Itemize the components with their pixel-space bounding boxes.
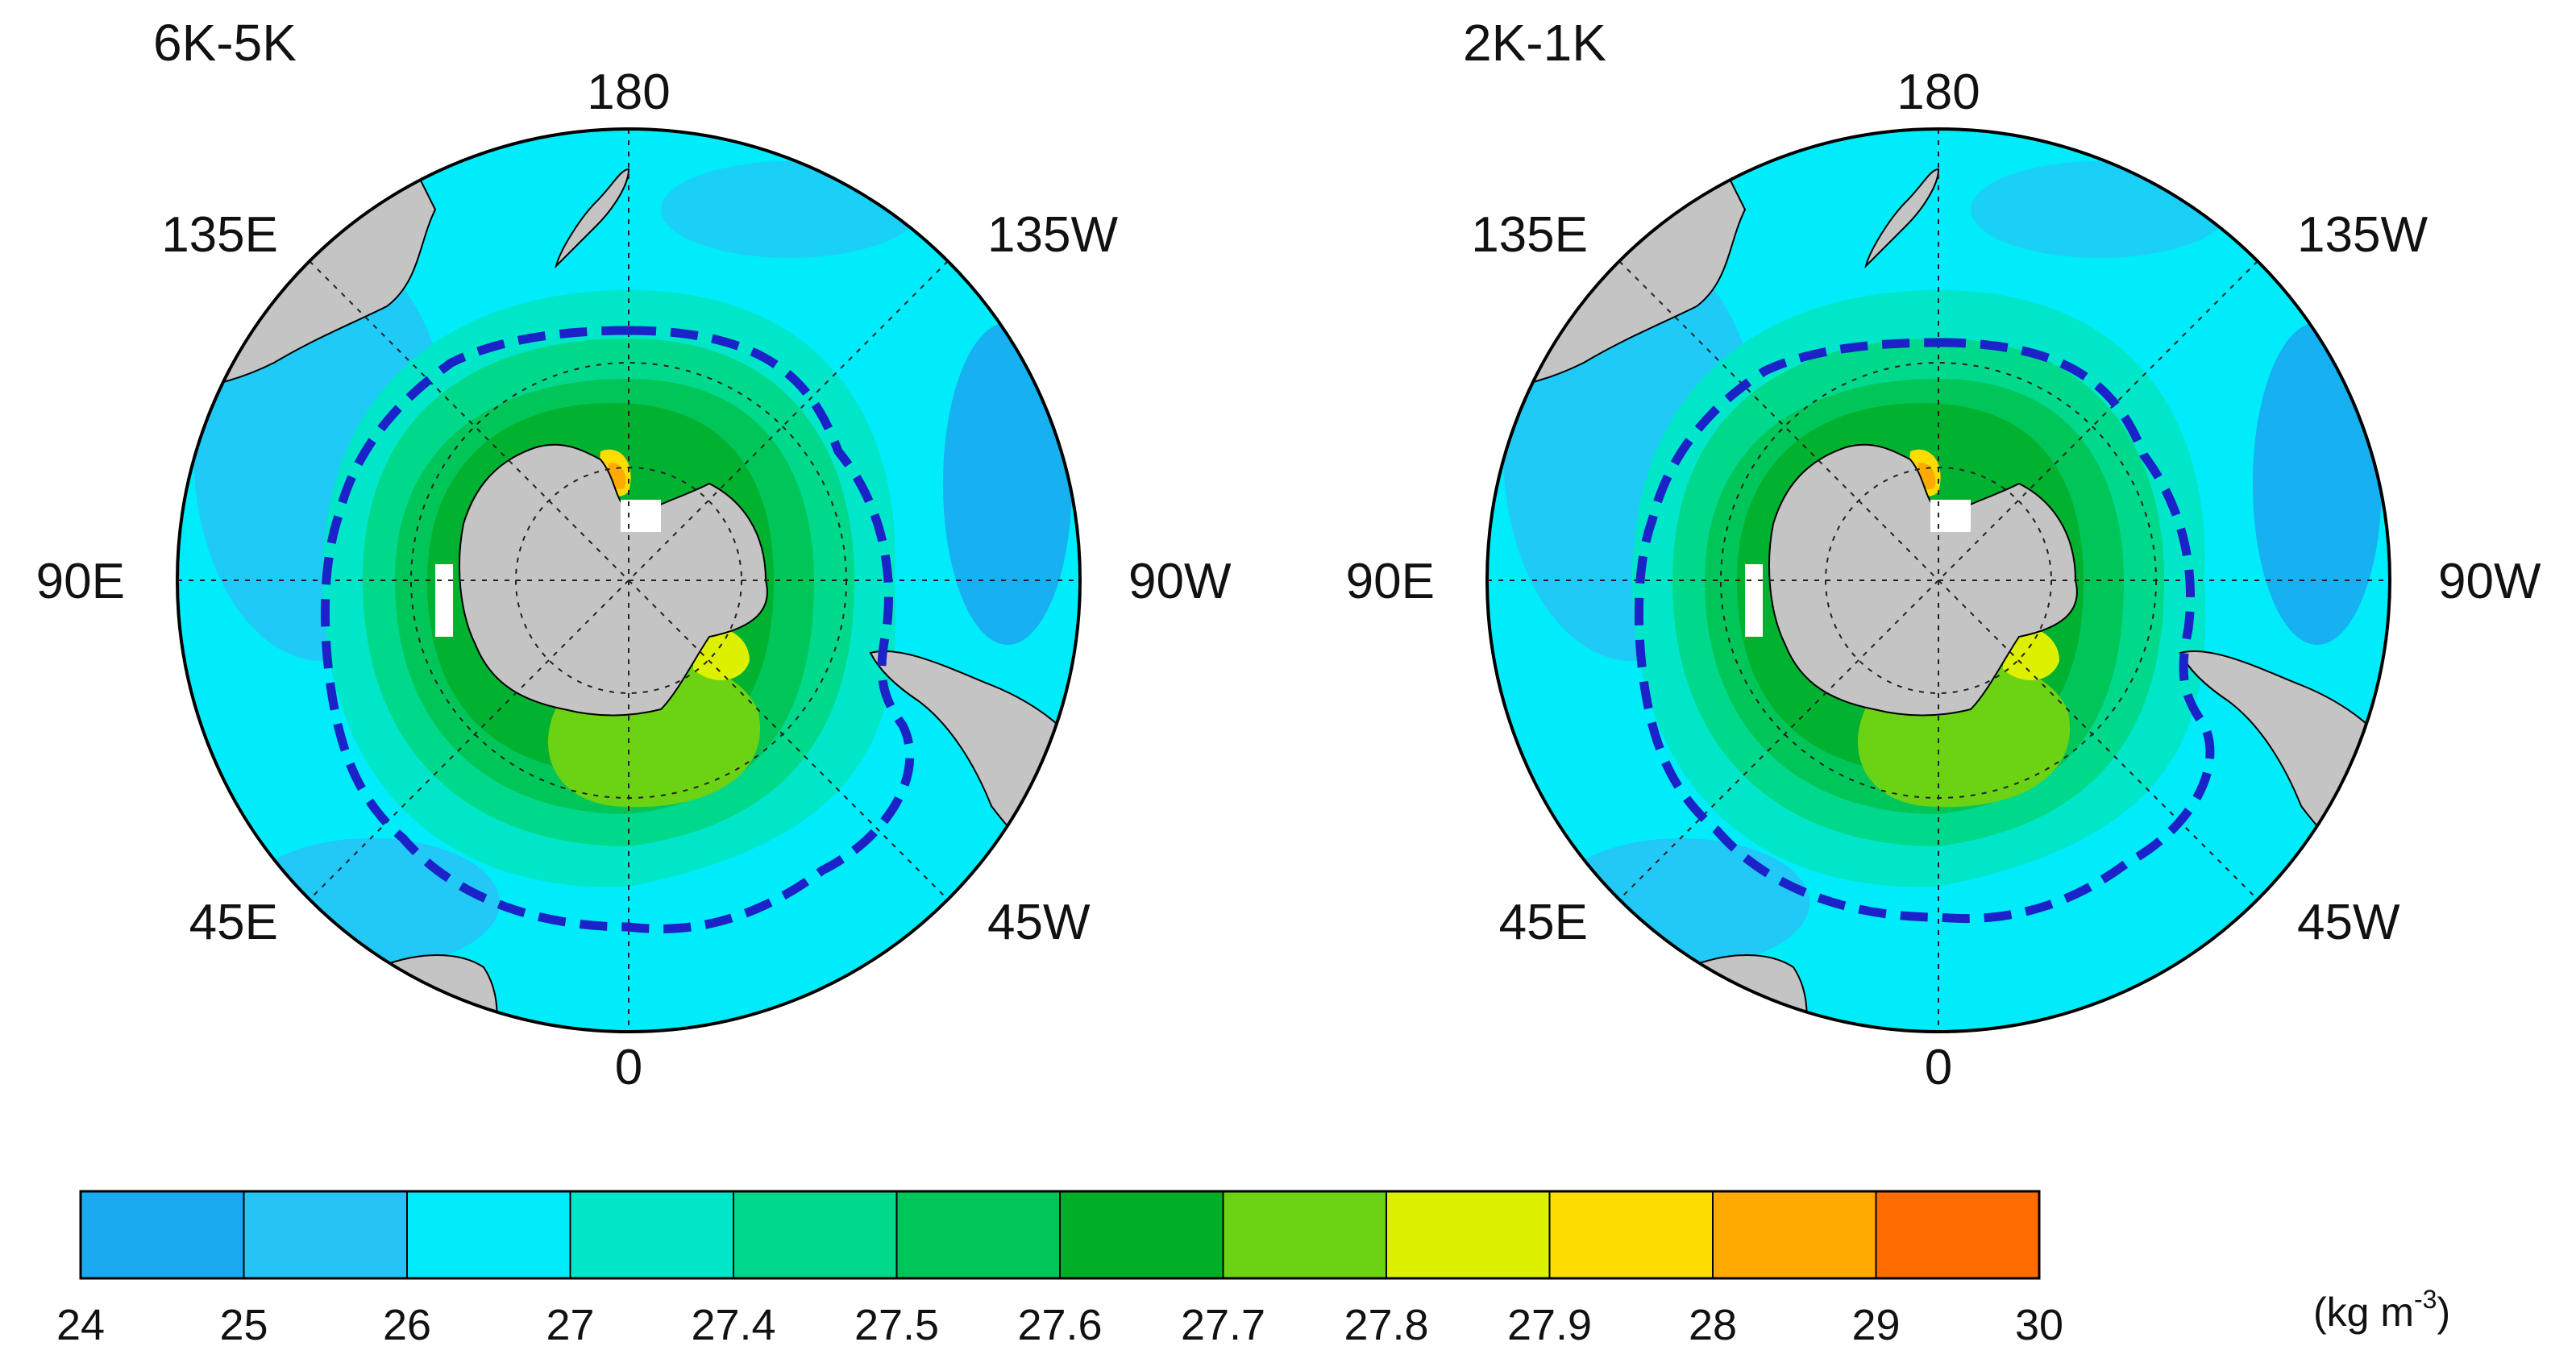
label-135e: 135E	[1471, 207, 1588, 263]
map-disk	[1487, 129, 2390, 1032]
label-45e: 45E	[189, 895, 278, 950]
label-135w: 135W	[2297, 207, 2428, 263]
africa-land	[374, 954, 498, 1032]
map-border	[176, 127, 1082, 1033]
colorbar-tick-label: 27.9	[1507, 1301, 1592, 1349]
colorbar-tick-label: 27.8	[1344, 1301, 1428, 1349]
colorbar-segment	[1059, 1190, 1224, 1279]
label-45w: 45W	[987, 895, 1091, 950]
colorbar-segment	[895, 1190, 1061, 1279]
colorbar-segment	[1875, 1190, 2040, 1279]
colorbar-tick-label: 30	[2015, 1301, 2063, 1349]
panel-title: 6K-5K	[153, 14, 297, 72]
colorbar-segment	[1712, 1190, 1877, 1279]
label-135e: 135E	[161, 207, 278, 263]
label-0: 0	[1925, 1040, 1952, 1095]
colorbar: 24 25 26 27 27.4 27.5 27.6 27.7 27.8 27.9 28 29 30	[56, 1190, 2063, 1349]
label-180: 180	[587, 64, 670, 120]
label-90w: 90W	[2438, 554, 2541, 609]
colorbar-tick-label: 27	[546, 1301, 594, 1349]
colorbar-tick-label: 27.6	[1017, 1301, 1102, 1349]
label-90e: 90E	[1346, 554, 1435, 609]
label-135w: 135W	[987, 207, 1118, 263]
colorbar-tick-label: 27.5	[854, 1301, 939, 1349]
colorbar-tick-label: 28	[1689, 1301, 1737, 1349]
panel-title: 2K-1K	[1463, 14, 1606, 72]
colorbar-tick-label: 27.7	[1181, 1301, 1265, 1349]
new-zealand-land	[1864, 168, 1940, 269]
colorbar-unit: (kg m-3)	[2313, 1285, 2450, 1335]
map-disk	[177, 129, 1080, 1032]
map-panel-left: 6K-5K	[36, 14, 1232, 1095]
label-90e: 90E	[36, 554, 125, 609]
polar-front-line	[1634, 338, 2215, 924]
label-90w: 90W	[1128, 554, 1232, 609]
colorbar-segment	[733, 1190, 898, 1279]
map-border	[1485, 127, 2391, 1033]
new-zealand-land	[555, 168, 630, 269]
colorbar-segment	[569, 1190, 734, 1279]
colorbar-tick-label: 27.4	[691, 1301, 775, 1349]
label-0: 0	[615, 1040, 642, 1095]
colorbar-tick-label: 26	[383, 1301, 431, 1349]
label-45w: 45W	[2297, 895, 2400, 950]
colorbar-segment	[406, 1190, 571, 1279]
colorbar-tick-label: 29	[1851, 1301, 1900, 1349]
africa-land	[1684, 954, 1808, 1032]
colorbar-segment	[1386, 1190, 1551, 1279]
label-180: 180	[1897, 64, 1980, 120]
colorbar-segment	[80, 1190, 245, 1279]
colorbar-segment	[1222, 1190, 1387, 1279]
colorbar-frame	[79, 1190, 2041, 1280]
polar-front-line	[320, 326, 915, 933]
colorbar-tick-label: 24	[56, 1301, 105, 1349]
colorbar-segment	[243, 1190, 408, 1279]
colorbar-segment	[1548, 1190, 1714, 1279]
map-panel-right: 2K-1K	[1346, 14, 2541, 1095]
label-45e: 45E	[1499, 895, 1588, 950]
colorbar-tick-label: 25	[219, 1301, 268, 1349]
